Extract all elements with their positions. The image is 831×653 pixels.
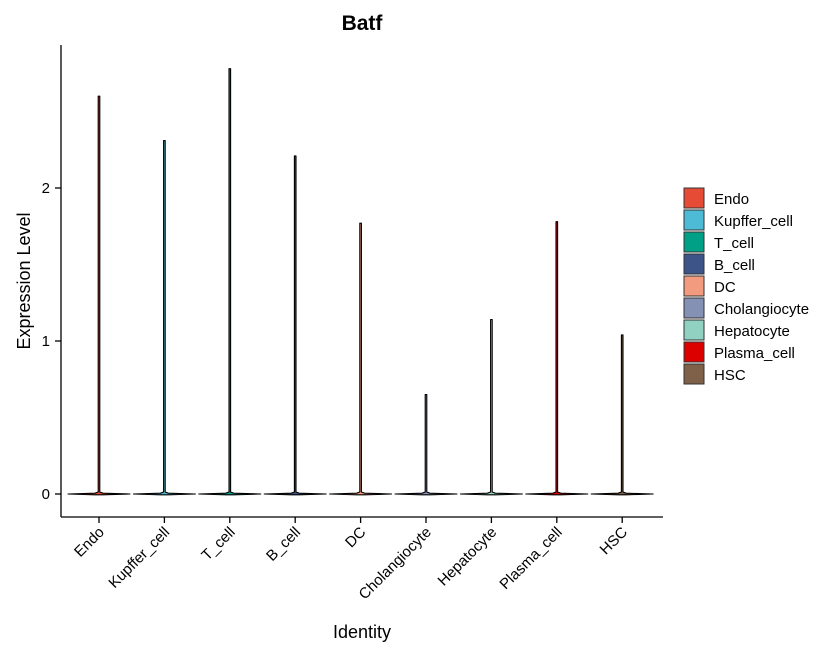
legend-swatch-HSC [683,363,705,385]
legend-swatch-T_cell [683,231,705,253]
x-tick-label: DC [342,524,369,551]
plot-area [67,68,654,496]
x-tick-label: B_cell [263,524,304,565]
violin-Hepatocyte [459,319,523,496]
violin-Kupffer_cell [132,140,196,496]
legend-label: Plasma_cell [714,345,795,362]
x-tick-label: Plasma_cell [496,524,565,593]
legend-label: DC [714,279,736,296]
x-tick-label: T_cell [198,524,238,564]
legend-label: B_cell [714,257,755,274]
x-tick-label: Endo [71,524,108,561]
violin-Plasma_cell [525,221,589,496]
legend-label: Kupffer_cell [714,213,793,230]
legend-swatch-Plasma_cell [683,341,705,363]
x-tick-label: HSC [597,524,632,559]
y-axis-title: Expression Level [14,212,34,349]
legend-label: Cholangiocyte [714,301,809,318]
violin-T_cell [198,68,262,496]
legend: Endo Kupffer_cell T_cell B_cell DC Cholangioc… [683,187,809,385]
legend-label: Endo [714,191,749,208]
violin-B_cell [263,155,327,496]
legend-swatch-Hepatocyte [683,319,705,341]
chart-title: Batf [342,12,384,35]
legend-swatch-Endo [683,187,705,209]
legend-label: Hepatocyte [714,323,790,340]
violin-Cholangiocyte [394,394,458,496]
violin-HSC [590,334,654,496]
x-tick-label: Hepatocyte [435,524,501,590]
y-tick-label: 2 [42,180,50,197]
y-axis-ticks: 0 1 2 [42,180,61,503]
violin-DC [329,222,393,496]
legend-swatch-Cholangiocyte [683,297,705,319]
legend-swatch-Kupffer_cell [683,209,705,231]
x-tick-label: Kupffer_cell [105,524,173,592]
violin-Endo [67,95,131,496]
legend-swatch-B_cell [683,253,705,275]
x-axis-title: Identity [333,622,391,642]
legend-label: T_cell [714,235,754,252]
legend-swatch-DC [683,275,705,297]
y-tick-label: 1 [42,333,50,350]
legend-label: HSC [714,367,746,384]
y-tick-label: 0 [42,486,50,503]
